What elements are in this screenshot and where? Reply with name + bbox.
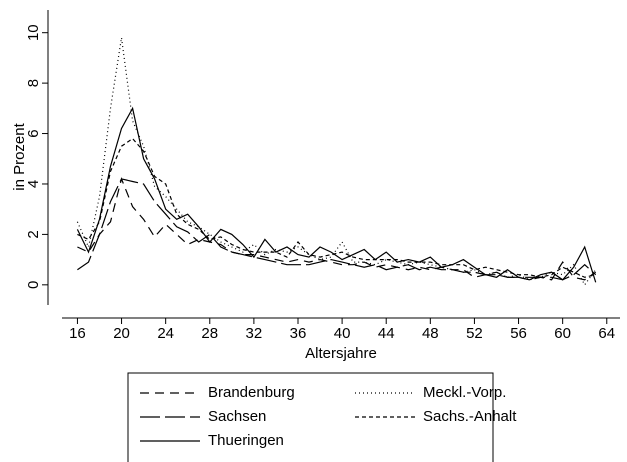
x-tick-label: 16 <box>69 325 86 342</box>
x-axis-label: Altersjahre <box>305 345 377 362</box>
legend-label: Thueringen <box>208 432 284 449</box>
y-tick-label: 4 <box>25 180 42 188</box>
x-tick-label: 44 <box>378 325 395 342</box>
x-tick-label: 28 <box>201 325 218 342</box>
y-tick-label: 2 <box>25 230 42 238</box>
series-line <box>76 37 597 286</box>
legend-label: Meckl.-Vorp. <box>423 384 506 401</box>
x-tick-label: 36 <box>290 325 307 342</box>
x-tick-label: 56 <box>510 325 527 342</box>
legend-label: Sachsen <box>208 408 266 425</box>
x-tick-label: 64 <box>598 325 615 342</box>
x-tick-label: 48 <box>422 325 439 342</box>
y-axis-label: in Prozent <box>11 122 28 190</box>
x-tick-label: 24 <box>157 325 174 342</box>
y-tick-label: 6 <box>25 129 42 137</box>
y-tick-label: 0 <box>25 281 42 289</box>
x-tick-label: 20 <box>113 325 130 342</box>
y-tick-label: 10 <box>25 24 42 41</box>
x-tick-label: 40 <box>334 325 351 342</box>
series-line <box>77 178 597 281</box>
legend-label: Brandenburg <box>208 384 295 401</box>
x-tick-label: 60 <box>554 325 571 342</box>
x-tick-label: 52 <box>466 325 483 342</box>
y-tick-label: 8 <box>25 79 42 87</box>
x-tick-label: 32 <box>246 325 263 342</box>
series-line <box>77 176 597 281</box>
legend-box <box>127 372 494 462</box>
legend-label: Sachs.-Anhalt <box>423 408 517 425</box>
series-line <box>76 106 597 283</box>
